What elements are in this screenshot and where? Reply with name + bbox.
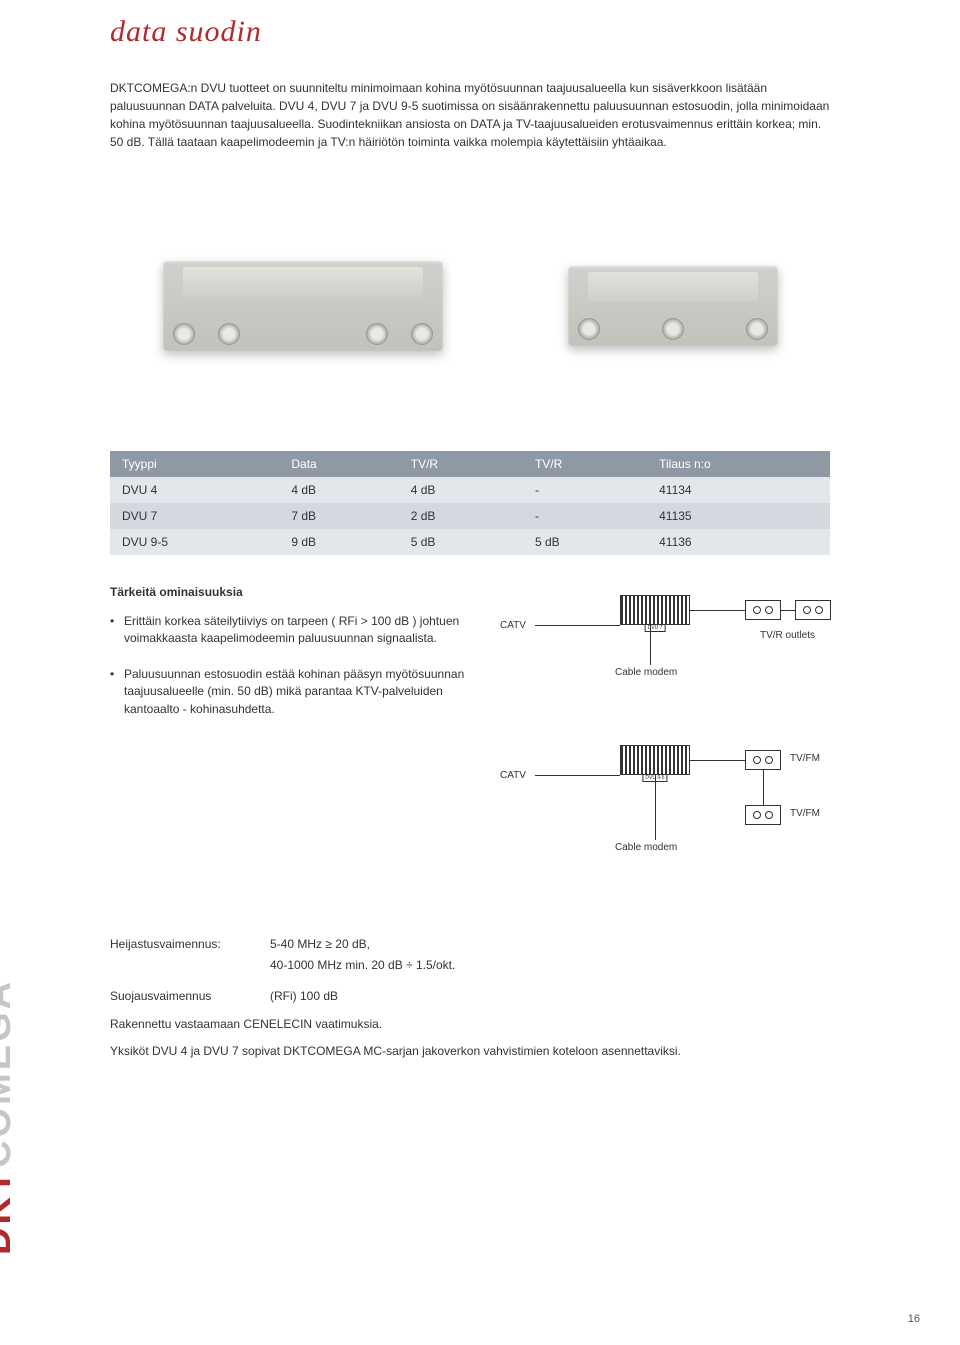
outlet-icon: [745, 805, 781, 825]
spec-note-1: Rakennettu vastaamaan CENELECIN vaatimuk…: [110, 1015, 830, 1034]
device-image-large: [163, 261, 443, 351]
label-catv: CATV: [500, 770, 526, 781]
page-title: data suodin: [110, 15, 900, 49]
label-tvfm: TV/FM: [790, 753, 820, 764]
diagram-dvu95: CATV DVU 9-5 Cable modem TV/FM TV/FM: [500, 735, 830, 875]
table-row: DVU 9-5 9 dB 5 dB 5 dB 41136: [110, 529, 830, 555]
label-cablemodem: Cable modem: [615, 667, 677, 678]
page-number: 16: [908, 1313, 920, 1325]
features-and-diagram-row: Tärkeitä ominaisuuksia Erittäin korkea s…: [110, 585, 900, 875]
splitter-label: DVU 7: [645, 624, 666, 632]
label-outlets: TV/R outlets: [760, 630, 815, 641]
page-content: data suodin DKTCOMEGA:n DVU tuotteet on …: [110, 0, 940, 1061]
product-photo: [110, 181, 830, 431]
label-catv: CATV: [500, 620, 526, 631]
label-tvfm: TV/FM: [790, 808, 820, 819]
th-tvr1: TV/R: [399, 451, 523, 477]
feature-item: Paluusuunnan estosuodin estää kohinan pä…: [124, 666, 480, 718]
spec-table: Tyyppi Data TV/R TV/R Tilaus n:o DVU 4 4…: [110, 451, 830, 555]
specs-block: Heijastusvaimennus: 5-40 MHz ≥ 20 dB, 40…: [110, 935, 830, 1061]
feature-item: Erittäin korkea säteilytiiviys on tarpee…: [124, 613, 480, 648]
wiring-diagrams: CATV DVU 7 Cable modem TV/R outlets CATV…: [500, 585, 830, 875]
outlet-icon: [745, 600, 781, 620]
diagram-dvu7: CATV DVU 7 Cable modem TV/R outlets: [500, 585, 830, 705]
th-data: Data: [279, 451, 398, 477]
spec-note-2: Yksiköt DVU 4 ja DVU 7 sopivat DKTCOMEGA…: [110, 1042, 830, 1061]
table-row: DVU 7 7 dB 2 dB - 41135: [110, 503, 830, 529]
spec-reflection-value: 5-40 MHz ≥ 20 dB,: [270, 935, 370, 954]
logo-part-dkt: DKT: [0, 1168, 19, 1255]
device-image-small: [568, 266, 778, 346]
spec-reflection-value-2: 40-1000 MHz min. 20 dB ÷ 1.5/okt.: [270, 956, 455, 975]
spec-shielding-value: (RFi) 100 dB: [270, 987, 338, 1006]
th-tvr2: TV/R: [523, 451, 647, 477]
intro-paragraph: DKTCOMEGA:n DVU tuotteet on suunniteltu …: [110, 79, 830, 151]
logo-part-comega: COMEGA: [0, 979, 19, 1168]
spec-reflection-label: Heijastusvaimennus:: [110, 935, 270, 954]
th-type: Tyyppi: [110, 451, 279, 477]
brand-vertical-logo: DKTCOMEGA: [0, 979, 20, 1255]
label-cablemodem: Cable modem: [615, 842, 677, 853]
spec-shielding-label: Suojausvaimennus: [110, 987, 270, 1006]
features-title: Tärkeitä ominaisuuksia: [110, 585, 480, 599]
outlet-icon: [745, 750, 781, 770]
table-row: DVU 4 4 dB 4 dB - 41134: [110, 477, 830, 503]
th-order: Tilaus n:o: [647, 451, 830, 477]
features-box: Tärkeitä ominaisuuksia Erittäin korkea s…: [110, 585, 480, 875]
outlet-icon: [795, 600, 831, 620]
